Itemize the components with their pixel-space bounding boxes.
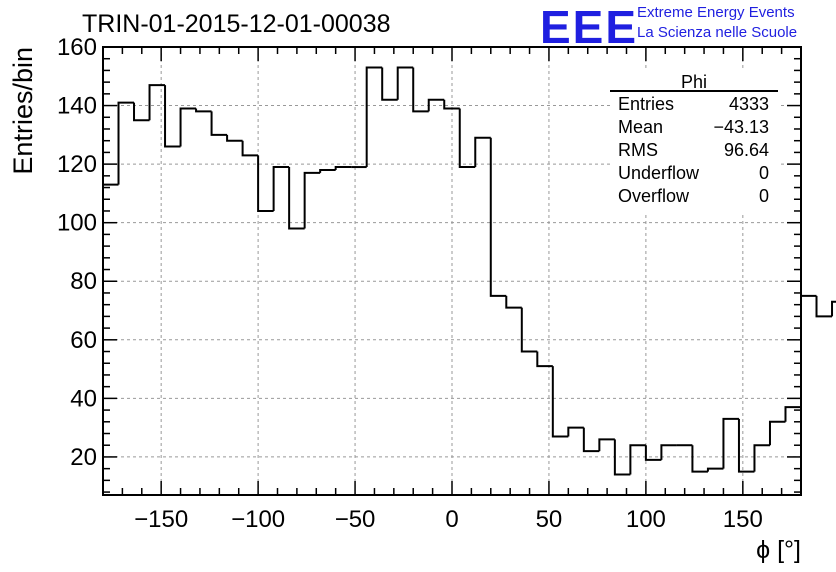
logo-line-1: Extreme Energy Events xyxy=(637,4,795,21)
y-tick-label: 80 xyxy=(70,268,97,295)
x-tick-label: −150 xyxy=(134,506,188,533)
stats-value: −43.13 xyxy=(713,117,769,137)
histogram-bin xyxy=(226,134,243,142)
stats-label: RMS xyxy=(618,140,658,160)
tick-labels: −150 −100 −50 0 50 100 150 20 40 60 80 100 120 140 160 xyxy=(57,34,763,533)
y-tick-label: 140 xyxy=(57,93,97,120)
stats-value: 0 xyxy=(759,186,769,206)
stats-box: Phi Entries 4333 Mean −43.13 RMS 96.64 Underfl… xyxy=(610,70,778,212)
stats-label: Overflow xyxy=(618,186,690,206)
histogram-bin xyxy=(831,300,836,317)
histogram-bin xyxy=(148,84,166,121)
histogram-bin xyxy=(334,166,352,170)
grid-lines xyxy=(103,47,801,495)
histogram-bin xyxy=(164,85,181,148)
y-tick-label: 120 xyxy=(57,151,97,178)
histogram-bin xyxy=(133,102,150,122)
y-tick-label: 40 xyxy=(70,385,97,412)
histogram-bin xyxy=(598,438,615,452)
histogram-bin xyxy=(365,66,383,168)
histogram-bin xyxy=(706,467,724,472)
histogram-bin xyxy=(288,167,305,230)
y-axis-label: Entries/bin xyxy=(8,47,38,175)
histogram-bin xyxy=(381,67,398,101)
histogram-bin xyxy=(567,426,584,437)
histogram-bin xyxy=(427,98,445,112)
x-tick-label: 0 xyxy=(445,506,458,533)
axis-ticks xyxy=(102,46,802,495)
plot-title: TRIN-01-2015-12-01-00038 xyxy=(82,10,391,38)
x-tick-label: 100 xyxy=(626,506,666,533)
histogram-bin xyxy=(520,307,538,353)
histogram-bin xyxy=(691,445,708,473)
histogram-series xyxy=(103,66,836,476)
histogram-bin xyxy=(179,107,197,147)
histogram-bin xyxy=(505,295,522,309)
histogram-bin xyxy=(768,420,786,446)
eee-logo: EEE xyxy=(540,1,639,53)
stats-label: Underflow xyxy=(618,163,700,183)
histogram-bin xyxy=(753,444,770,472)
histogram-bin xyxy=(412,67,429,113)
histogram-bin xyxy=(272,166,290,211)
histogram-bin xyxy=(458,108,476,169)
y-tick-label: 160 xyxy=(57,34,97,61)
histogram-bin xyxy=(784,406,801,422)
histogram-bin xyxy=(722,417,739,469)
histogram-bin xyxy=(800,294,817,408)
histogram-bin xyxy=(551,366,569,438)
x-axis-label: ϕ [°] xyxy=(756,536,801,564)
histogram-bin xyxy=(474,136,491,168)
histogram-bin xyxy=(195,108,212,113)
histogram-bin xyxy=(613,439,631,476)
y-tick-label: 20 xyxy=(70,444,97,471)
stats-title: Phi xyxy=(681,72,707,92)
histogram-bin xyxy=(241,140,259,157)
y-tick-label: 100 xyxy=(57,210,97,237)
histogram-bin xyxy=(117,101,135,185)
histogram-bin xyxy=(815,295,833,318)
stats-value: 4333 xyxy=(729,94,769,114)
histogram-bin xyxy=(582,427,600,453)
stats-value: 96.64 xyxy=(724,140,769,160)
histogram-bin xyxy=(443,99,460,110)
stats-label: Mean xyxy=(618,117,663,137)
histogram-bin xyxy=(660,444,677,460)
histogram-bin xyxy=(737,418,755,473)
x-tick-label: −50 xyxy=(335,506,376,533)
histogram-bin xyxy=(210,111,228,136)
histogram-bin xyxy=(644,445,662,461)
histogram-bin xyxy=(303,171,321,229)
histogram-bin xyxy=(489,137,507,297)
histogram-bin xyxy=(396,66,414,100)
logo-line-2: La Scienza nelle Scuole xyxy=(637,24,798,41)
stats-label: Entries xyxy=(618,94,674,114)
x-tick-label: 150 xyxy=(723,506,763,533)
x-tick-label: −100 xyxy=(231,506,285,533)
histogram-bin xyxy=(629,444,646,475)
y-tick-label: 60 xyxy=(70,327,97,354)
histogram-bin xyxy=(319,168,336,173)
histogram-bin xyxy=(536,351,553,368)
x-tick-label: 50 xyxy=(536,506,563,533)
stats-value: 0 xyxy=(759,163,769,183)
histogram-bin xyxy=(257,155,274,212)
